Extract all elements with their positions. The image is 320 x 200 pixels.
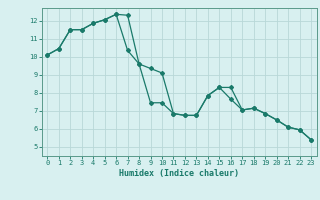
X-axis label: Humidex (Indice chaleur): Humidex (Indice chaleur)	[119, 169, 239, 178]
